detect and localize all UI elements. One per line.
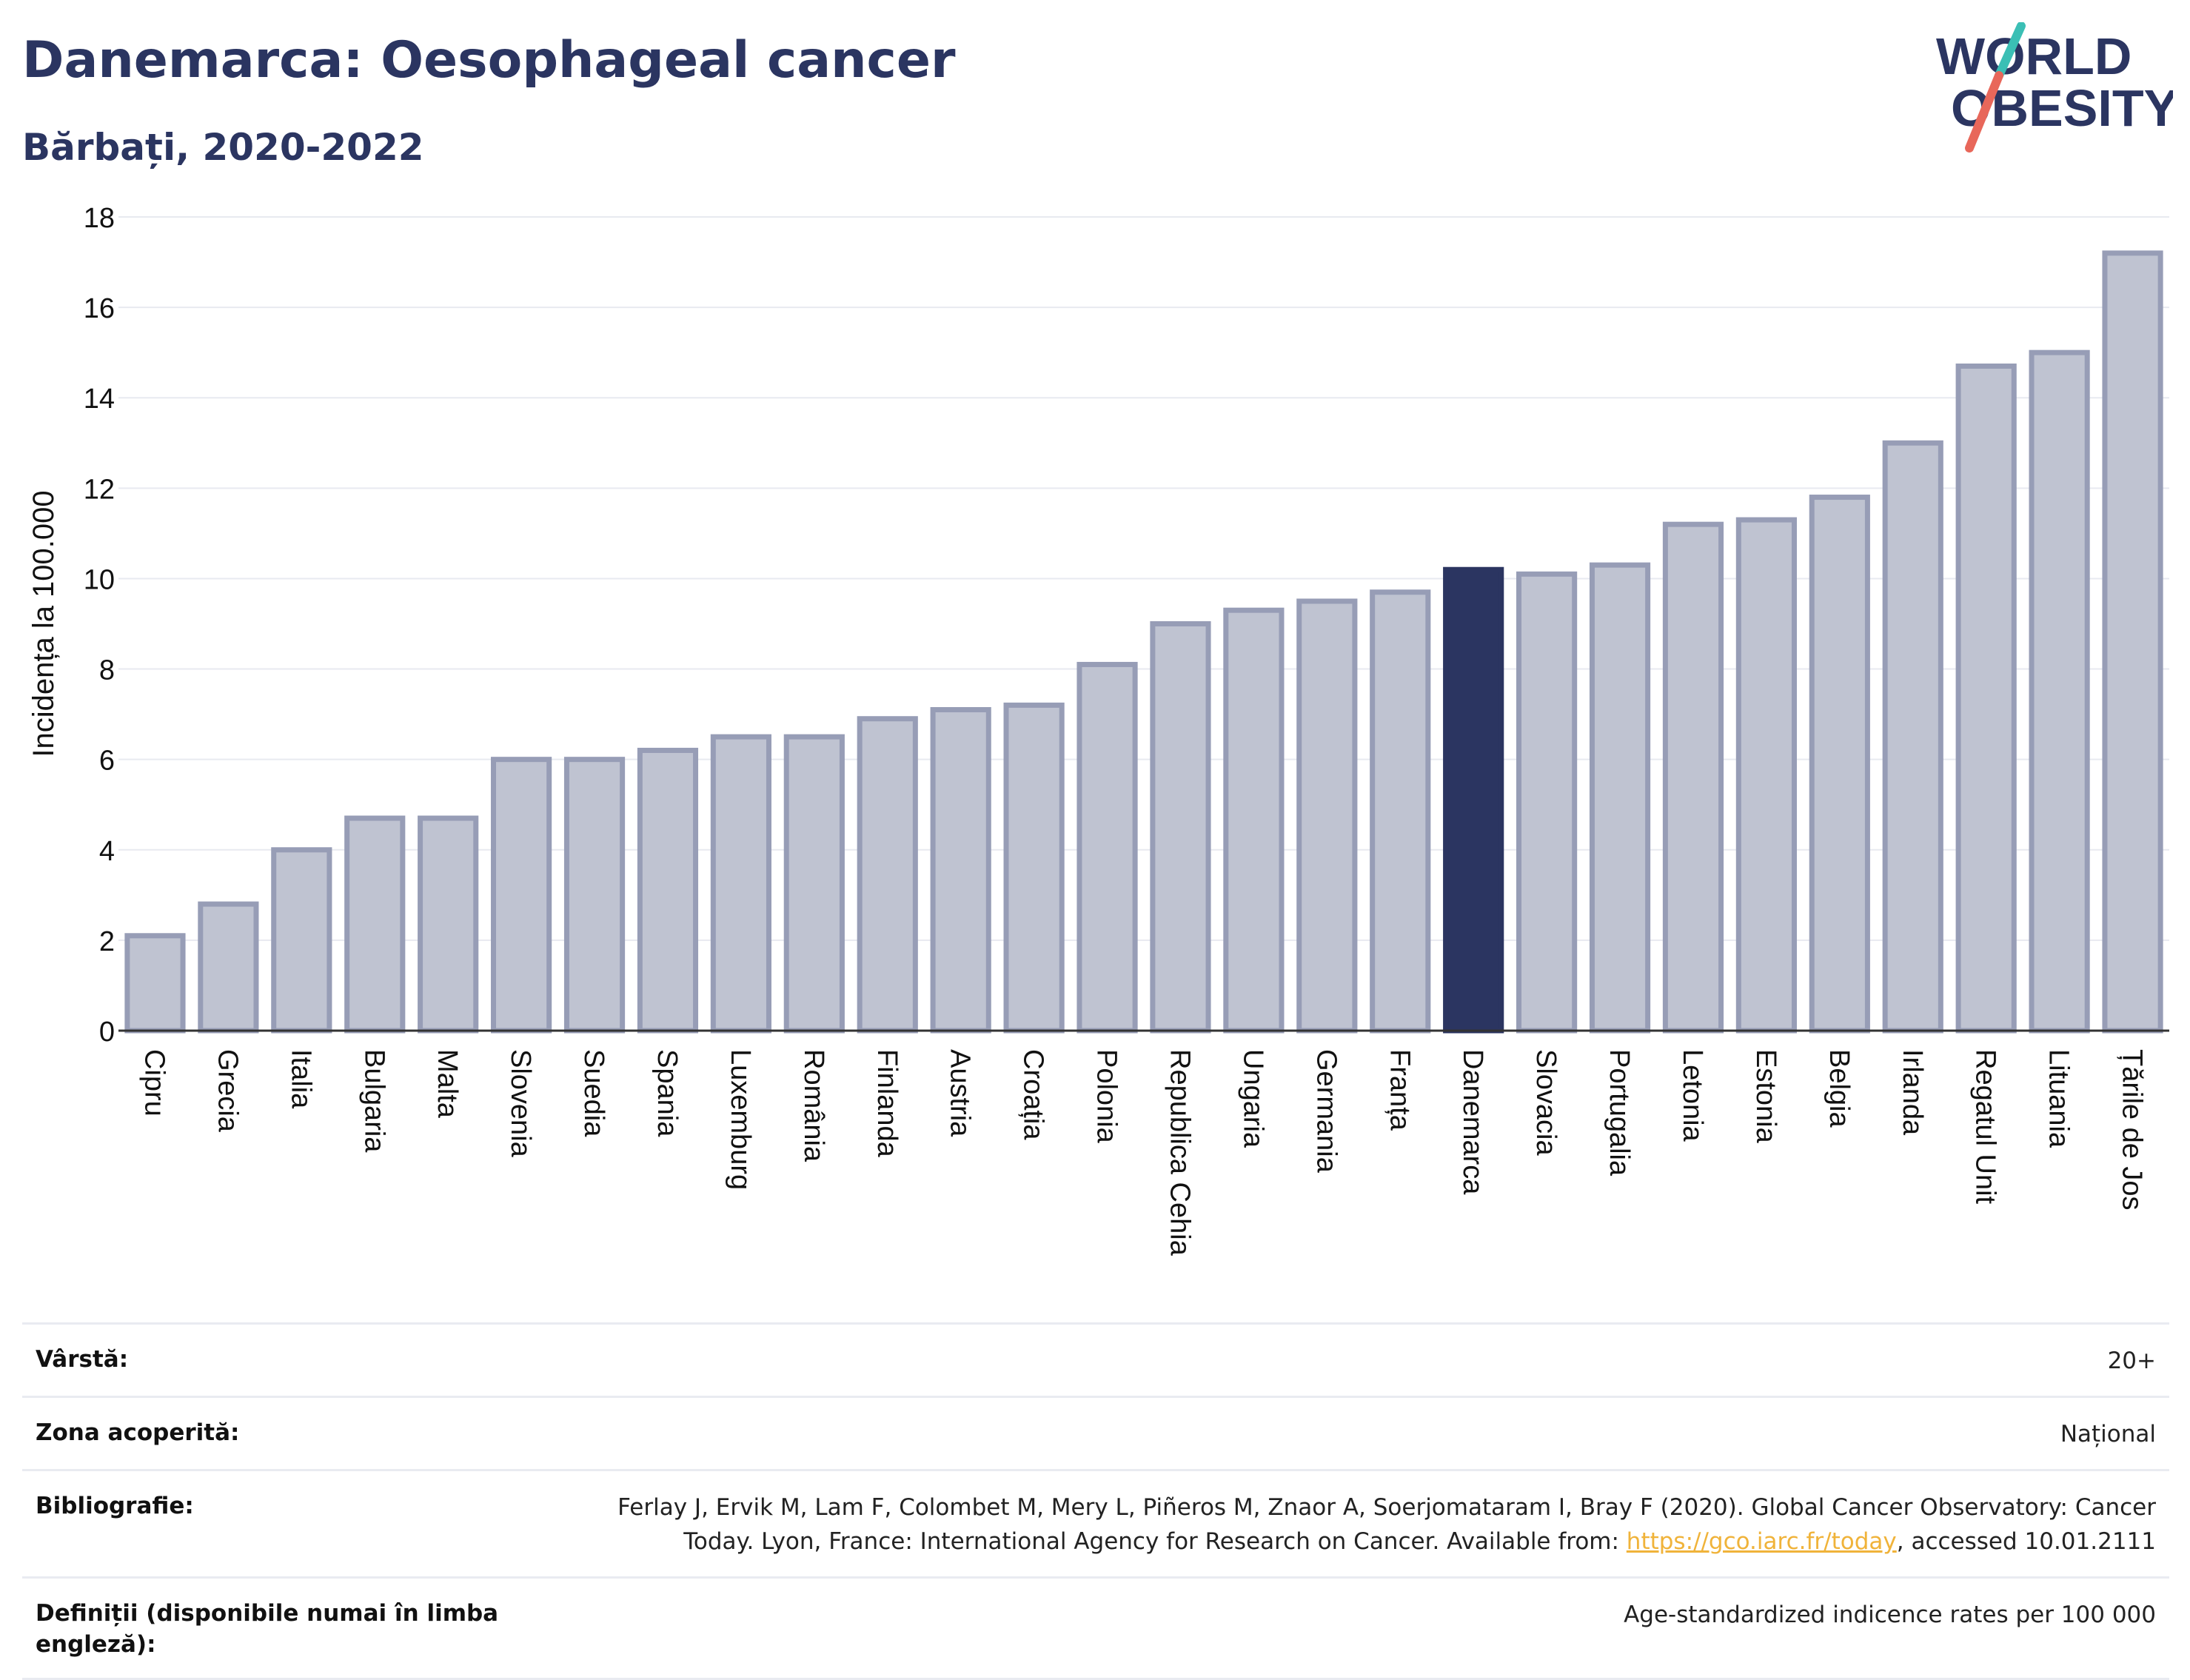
x-tick-label: Ungaria	[1237, 1049, 1268, 1148]
area-value: Național	[2060, 1421, 2156, 1448]
x-tick-label: Portugalia	[1604, 1049, 1635, 1177]
bar-chart: 0 2 4 6 8 10 12 14 16 18 Cipru Grecia Italia Bulgari…	[27, 203, 2169, 1256]
x-tick-label: Cipru	[138, 1049, 170, 1117]
bar-irlanda	[1882, 440, 1943, 1034]
age-value: 20+	[2107, 1348, 2156, 1374]
x-tick-label: Estonia	[1750, 1049, 1781, 1144]
age-label: Vârstă:	[36, 1346, 129, 1373]
bibliography-line1: Ferlay J, Ervik M, Lam F, Colombet M, Me…	[617, 1494, 2156, 1521]
bar-slovenia	[491, 757, 552, 1034]
bar-țările-de-jos	[2102, 250, 2163, 1034]
bibliography-value: Ferlay J, Ervik M, Lam F, Colombet M, Me…	[617, 1490, 2156, 1559]
bar-finlanda	[857, 716, 918, 1034]
meta-row-area: Zona acoperită: Național	[22, 1396, 2169, 1469]
x-tick-label: Irlanda	[1897, 1049, 1928, 1136]
y-axis-label: Incidența la 100.000	[27, 490, 60, 757]
bar-lituania	[2029, 349, 2090, 1034]
definitions-label: Definiții (disponibile numai în limba en…	[36, 1600, 499, 1658]
y-tick-label: 4	[99, 836, 115, 867]
x-tick-label: Franța	[1384, 1049, 1415, 1131]
bar-estonia	[1735, 517, 1797, 1034]
bar-luxemburg	[710, 734, 771, 1034]
area-label: Zona acoperită:	[36, 1419, 240, 1446]
bar-românia	[783, 734, 845, 1034]
y-tick-label: 2	[99, 926, 115, 957]
x-tick-label: Polonia	[1091, 1049, 1122, 1144]
x-tick-label: Letonia	[1677, 1049, 1708, 1142]
definitions-value: Age-standardized indicence rates per 100…	[1624, 1602, 2156, 1628]
meta-row-age: Vârstă: 20+	[22, 1322, 2169, 1396]
y-tick-label: 8	[99, 655, 115, 686]
x-tick-label: Slovacia	[1530, 1049, 1561, 1156]
x-tick-label: Regatul Unit	[1970, 1049, 2001, 1205]
x-tick-label: Danemarca	[1457, 1049, 1488, 1195]
bibliography-line2-post: , accessed 10.01.2111	[1896, 1528, 2156, 1555]
bar-suedia	[563, 757, 626, 1034]
logo-slash-red	[1965, 71, 2003, 153]
bar-italia	[271, 847, 332, 1034]
x-tick-label: Austria	[945, 1049, 976, 1137]
meta-row-bibliography: Bibliografie: Ferlay J, Ervik M, Lam F, …	[22, 1469, 2169, 1576]
x-tick-label: Grecia	[212, 1049, 243, 1133]
bar-belgia	[1809, 495, 1870, 1034]
y-tick-label: 12	[84, 474, 115, 505]
bar-republica-cehia	[1150, 621, 1211, 1034]
x-tick-label: Croația	[1018, 1049, 1049, 1140]
bar-portugalia	[1589, 562, 1651, 1034]
x-tick-label: Republica Cehia	[1164, 1049, 1195, 1256]
bar-bulgaria	[344, 815, 406, 1034]
logo-slash-teal	[1995, 22, 2026, 80]
bar-germania	[1296, 598, 1358, 1034]
bar-croația	[1003, 702, 1065, 1034]
y-tick-label: 16	[84, 293, 115, 324]
bar-austria	[930, 707, 991, 1034]
bar-spania	[637, 747, 699, 1034]
bibliography-link[interactable]: https://gco.iarc.fr/today	[1626, 1528, 1897, 1555]
x-tick-label: Suedia	[578, 1049, 609, 1137]
bar-regatul-unit	[1955, 363, 2017, 1034]
meta-row-definitions: Definiții (disponibile numai în limba en…	[22, 1576, 2169, 1680]
x-tick-label: Belgia	[1824, 1049, 1855, 1128]
world-obesity-logo: WORLD OBESITY	[1936, 22, 2173, 153]
x-tick-label: Țările de Jos	[2117, 1049, 2148, 1211]
bar-franța	[1370, 589, 1431, 1034]
x-tick-label: Malta	[432, 1049, 463, 1119]
bar-cipru	[124, 933, 186, 1034]
bibliography-line2-pre: Today. Lyon, France: International Agenc…	[683, 1528, 1627, 1555]
bar-ungaria	[1223, 607, 1285, 1034]
bars	[124, 250, 2163, 1034]
x-tick-label: Lituania	[2043, 1049, 2075, 1148]
chart-subtitle: Bărbați, 2020-2022	[22, 126, 424, 169]
bar-polonia	[1076, 661, 1138, 1034]
x-tick-label: Spania	[652, 1049, 683, 1137]
logo-text-world: WORLD	[1936, 27, 2132, 85]
x-tick-label: Slovenia	[505, 1049, 536, 1158]
bar-letonia	[1662, 521, 1724, 1034]
y-tick-labels: 0 2 4 6 8 10 12 14 16 18	[84, 203, 115, 1048]
metadata-table: Vârstă: 20+ Zona acoperită: Național Bib…	[22, 1322, 2169, 1680]
bar-grecia	[198, 901, 259, 1034]
x-tick-label: Finlanda	[871, 1049, 903, 1158]
chart-title: Danemarca: Oesophageal cancer	[22, 31, 956, 90]
x-tick-label: Luxemburg	[725, 1049, 756, 1190]
y-tick-label: 0	[99, 1017, 115, 1048]
x-tick-label: Germania	[1310, 1049, 1342, 1174]
y-tick-label: 10	[84, 564, 115, 595]
x-tick-labels: Cipru Grecia Italia Bulgaria Malta Slovenia Su…	[138, 1049, 2147, 1256]
bar-danemarca	[1443, 566, 1504, 1034]
bibliography-label: Bibliografie:	[36, 1493, 194, 1519]
y-tick-label: 6	[99, 746, 115, 777]
x-tick-label: Italia	[285, 1049, 316, 1109]
x-tick-label: Bulgaria	[358, 1049, 389, 1153]
x-tick-label: România	[798, 1049, 829, 1162]
y-tick-label: 18	[84, 203, 115, 234]
y-tick-label: 14	[84, 384, 115, 415]
bar-slovacia	[1516, 571, 1578, 1034]
bar-malta	[418, 815, 479, 1034]
